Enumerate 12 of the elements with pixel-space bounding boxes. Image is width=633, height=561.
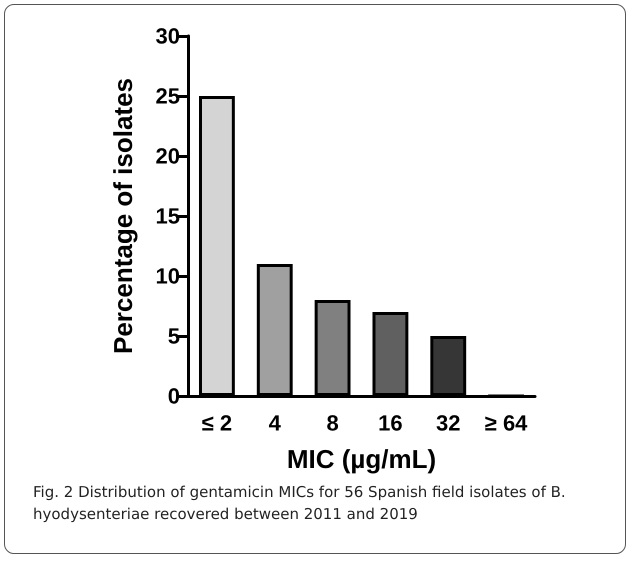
y-axis-title: Percentage of isolates	[108, 78, 138, 354]
y-tick-label: 20	[156, 144, 180, 168]
y-tick-label: 25	[156, 84, 180, 108]
x-axis-title: MIC (µg/mL)	[286, 444, 436, 474]
x-tick-label: ≤ 2	[202, 410, 232, 436]
x-tick-label: 16	[378, 410, 403, 436]
x-tick-label: 4	[268, 410, 282, 436]
x-tick-label: 8	[326, 410, 339, 436]
y-tick-label: 30	[156, 24, 180, 48]
x-tick-label: ≥ 64	[484, 410, 528, 436]
x-tick-label: 32	[436, 410, 460, 436]
caption: Fig. 2 Distribution of gentamicin MICs for 56 Spanish field isolates of B. hyodysenteriae recovered between 2011 and 2019	[33, 482, 567, 525]
